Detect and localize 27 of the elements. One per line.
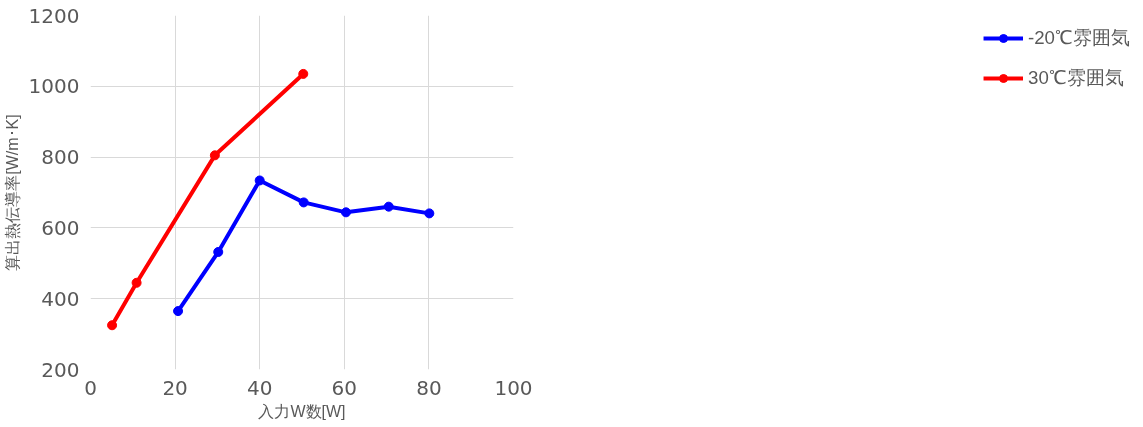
point	[340, 207, 351, 218]
y-tick-label: 400	[41, 286, 80, 311]
y-tick-label: 1000	[28, 74, 80, 99]
y-axis-title: 算出熱伝導率[W/m･K]	[3, 114, 21, 271]
x-tick-label: 60	[331, 375, 358, 400]
x-tick-label: 20	[162, 375, 188, 400]
point	[131, 277, 142, 288]
y-tick-label: 600	[41, 215, 80, 240]
x-tick-label: 40	[246, 375, 273, 400]
point	[383, 201, 394, 212]
x-tick-label: 80	[416, 375, 442, 400]
y-tick-label: 800	[41, 145, 80, 170]
point	[209, 150, 220, 161]
point	[213, 246, 224, 257]
x-tick-label: 100	[494, 375, 533, 400]
x-tick-label: 0	[84, 375, 97, 400]
point	[298, 68, 309, 79]
x-axis-title: 入力W数[W]	[258, 402, 346, 420]
legend-label: -20℃雰囲気	[1028, 26, 1130, 50]
point	[173, 306, 184, 317]
point	[298, 197, 309, 208]
point	[424, 208, 435, 219]
legend-label: 30℃雰囲気	[1028, 66, 1124, 90]
y-tick-label: 1200	[28, 3, 80, 28]
point	[254, 175, 265, 186]
point	[107, 320, 118, 331]
y-tick-label: 200	[41, 357, 80, 382]
